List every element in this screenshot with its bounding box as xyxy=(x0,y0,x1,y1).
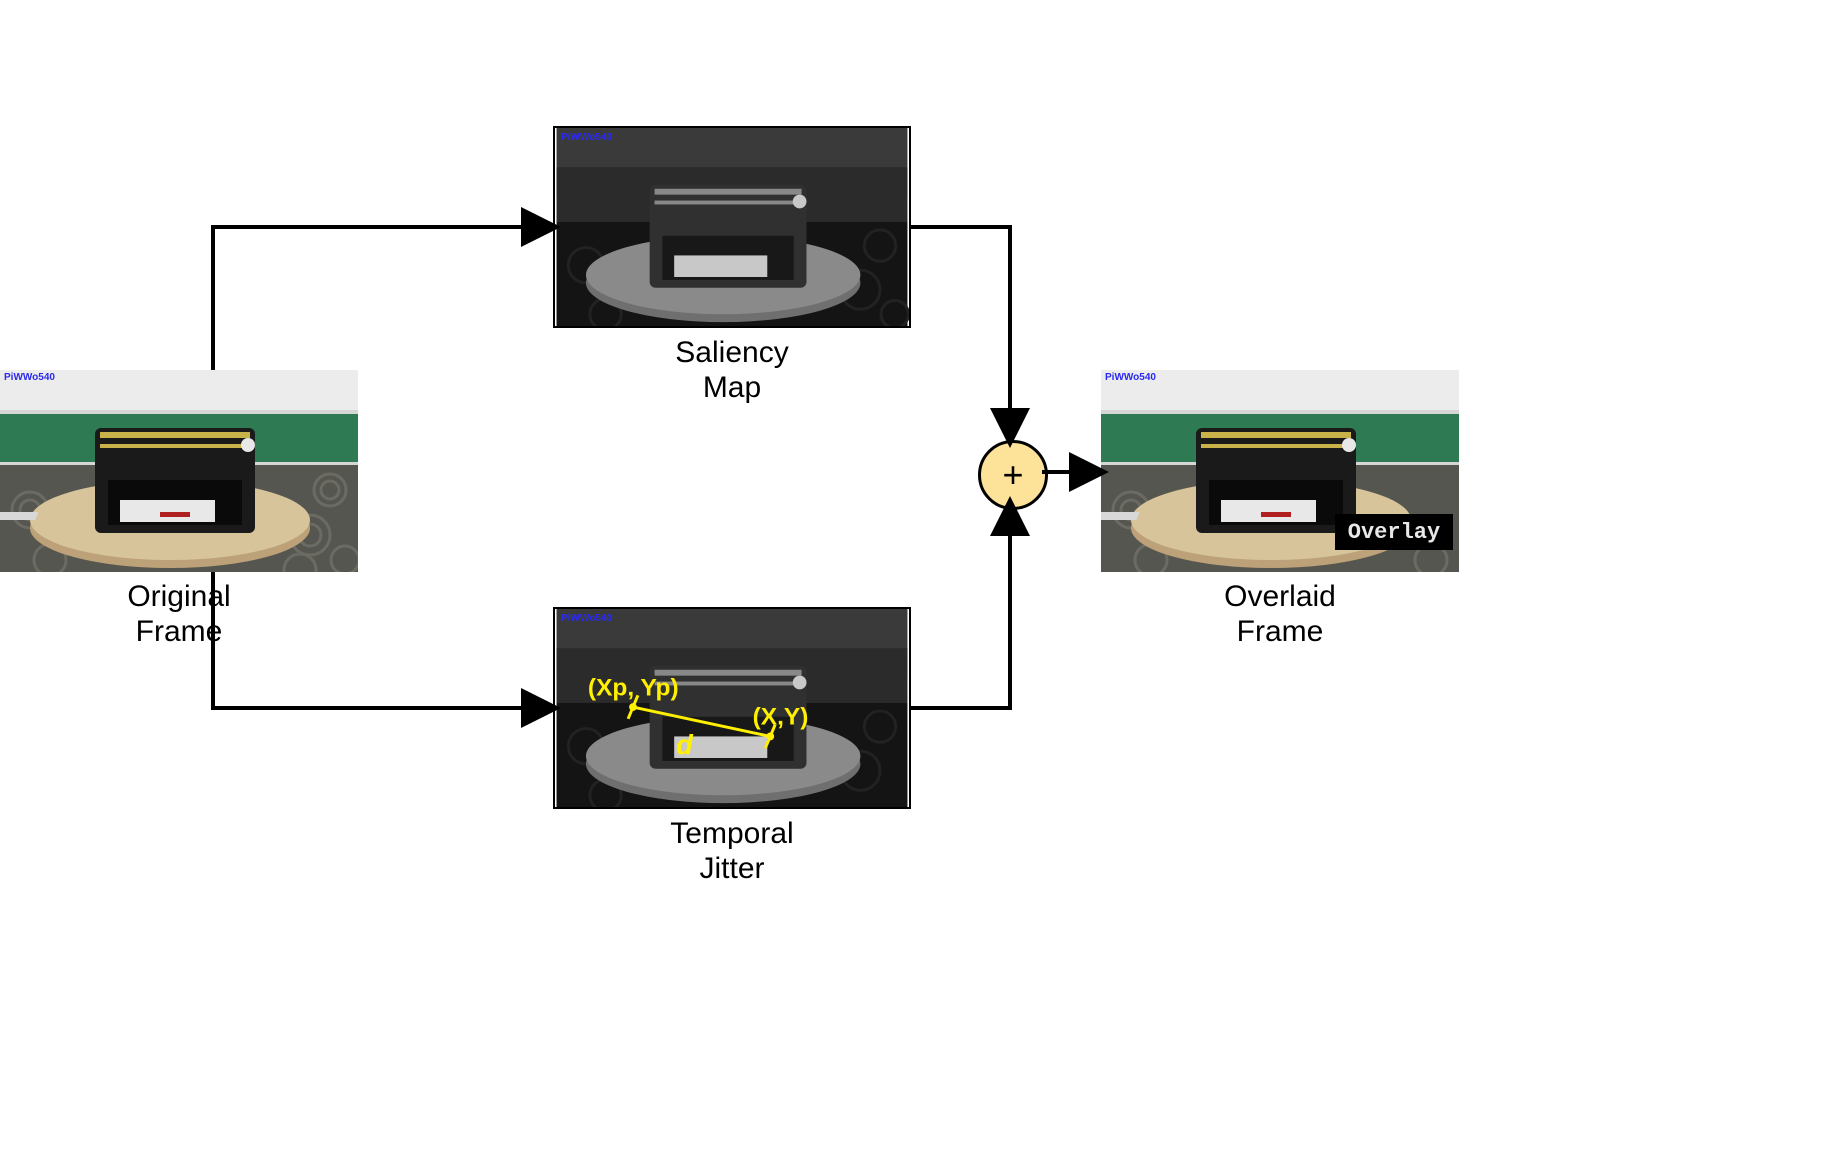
diagram-stage: PiWWo540 Original Frame xyxy=(0,0,1828,1172)
watermark: PiWWo540 xyxy=(561,613,612,624)
original-frame-thumb: PiWWo540 xyxy=(0,370,358,572)
overlay-badge: Overlay xyxy=(1335,514,1453,550)
arrow-saliency-to-plus xyxy=(911,227,1010,440)
arrow-orig-to-saliency xyxy=(213,227,553,370)
overlay-badge-text: Overlay xyxy=(1348,520,1440,545)
anno-d: d xyxy=(676,729,694,760)
arrow-temporal-to-plus xyxy=(911,504,1010,708)
overlaid-frame-caption: Overlaid Frame xyxy=(1101,580,1459,649)
watermark: PiWWo540 xyxy=(561,132,612,143)
anno-p2: (X,Y) xyxy=(753,704,809,731)
watermark: PiWWo540 xyxy=(1105,372,1156,383)
caption-line: Saliency xyxy=(675,336,788,369)
plus-symbol: + xyxy=(1002,454,1023,496)
temporal-jitter-thumb: (Xp, Yp) (X,Y) d PiWWo540 xyxy=(553,607,911,809)
caption-line: Overlaid xyxy=(1224,580,1336,613)
saliency-map-caption: Saliency Map xyxy=(553,336,911,405)
caption-line: Frame xyxy=(136,615,223,648)
caption-line: Jitter xyxy=(699,852,764,885)
sum-node: + xyxy=(978,440,1048,510)
saliency-map-thumb: PiWWo540 xyxy=(553,126,911,328)
caption-line: Map xyxy=(703,371,761,404)
original-frame-caption: Original Frame xyxy=(0,580,358,649)
caption-line: Frame xyxy=(1237,615,1324,648)
watermark: PiWWo540 xyxy=(4,372,55,383)
anno-p1: (Xp, Yp) xyxy=(588,674,679,701)
caption-line: Temporal xyxy=(670,817,793,850)
temporal-jitter-caption: Temporal Jitter xyxy=(553,817,911,886)
caption-line: Original xyxy=(127,580,230,613)
overlaid-frame-thumb: PiWWo540 Overlay xyxy=(1101,370,1459,572)
